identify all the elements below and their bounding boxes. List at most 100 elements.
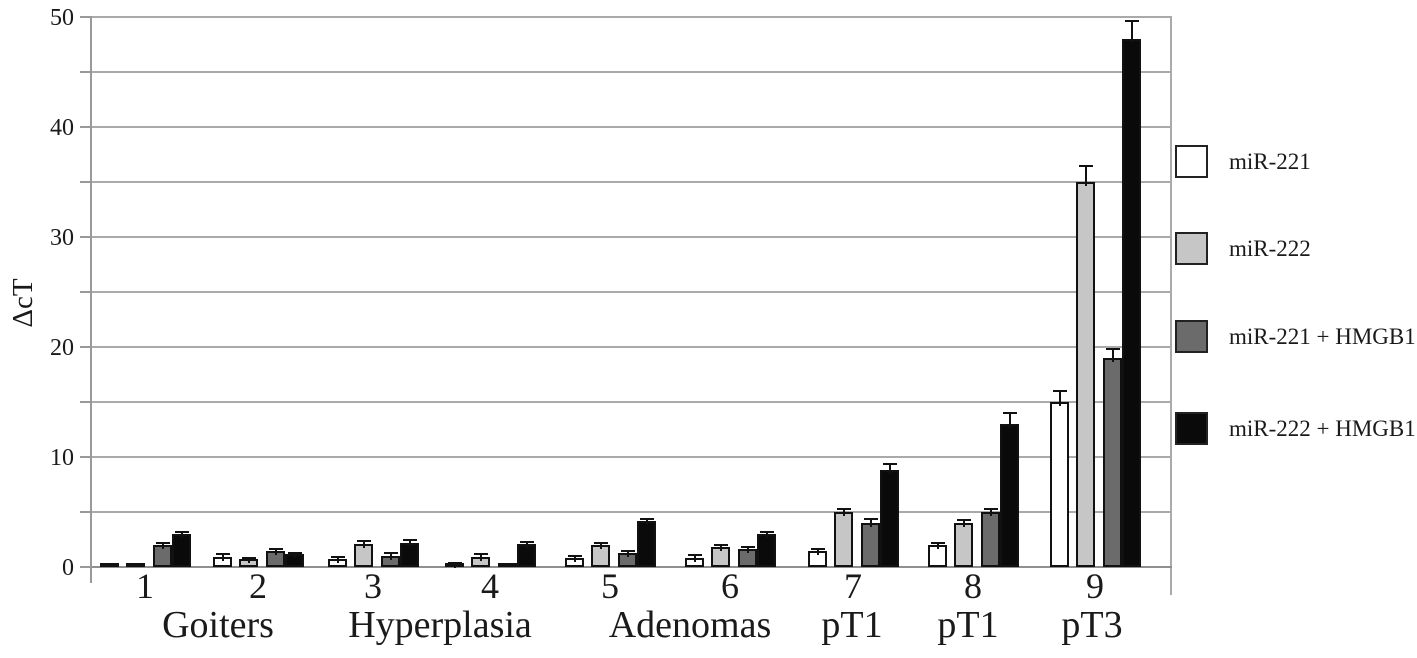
bar [100,563,119,567]
y-axis-line [90,16,92,583]
bar [637,520,656,567]
error-bar [962,519,965,527]
y-tick [80,346,92,348]
error-bar [816,548,819,555]
y-tick-label: 40 [50,115,74,141]
error-bar [247,557,250,564]
y-tick [80,456,92,458]
error-bar-cap [810,547,825,550]
legend-swatch [1175,412,1208,445]
legend-swatch [1175,320,1208,353]
legend-item: miR-222 [1175,232,1311,265]
bar [1050,402,1069,567]
error-bar [362,541,365,548]
error-bar [869,519,872,527]
error-bar [525,541,528,548]
legend-swatch [1175,145,1208,178]
bar [981,512,1000,567]
bar [1000,424,1019,567]
legend-item: miR-222 + HMGB1 [1175,412,1416,445]
error-bar-cap [1105,348,1120,351]
error-bar [1084,165,1087,186]
error-bar-cap [215,553,230,556]
error-bar [180,531,183,538]
y-tick [80,181,92,183]
x-tick-label: 5 [601,566,619,606]
bar [861,523,880,567]
category-group-label: Adenomas [608,604,772,646]
bar [172,534,191,567]
bar [834,512,853,567]
category-group-label: pT1 [821,604,883,646]
error-bar [765,531,768,538]
x-tick-label: 3 [364,566,382,606]
error-bar-cap [740,546,755,549]
x-tick-label: 4 [481,566,499,606]
legend-label: miR-221 [1229,149,1311,174]
error-bar-cap [519,540,534,543]
error-bar [453,562,456,568]
error-bar-cap [863,518,878,521]
error-bar-cap [567,555,582,557]
legend-label: miR-221 + HMGB1 [1229,324,1416,349]
error-bar-cap [155,542,170,545]
error-bar-cap [402,539,417,542]
error-bar [1058,391,1061,406]
error-bar-cap [836,507,851,510]
legend-item: miR-221 + HMGB1 [1175,320,1416,353]
y-tick [80,236,92,238]
gridline [92,236,1172,238]
error-bar [389,552,392,560]
error-bar [161,543,164,549]
legend: miR-221 miR-222 miR-221 + HMGB1 miR-222 + H… [1175,145,1417,455]
error-bar [888,463,891,475]
gridline [92,126,1172,128]
x-tick-label: 6 [721,566,739,606]
error-bar-cap [956,518,971,521]
x-axis-line [82,566,1172,568]
legend-label: miR-222 [1229,236,1311,261]
error-bar-cap [620,550,635,553]
error-bar-cap [174,530,189,533]
error-bar-cap [330,556,345,559]
error-bar-cap [983,507,998,510]
y-tick-label: 10 [50,445,74,471]
error-bar-cap [759,530,774,533]
error-bar [842,508,845,516]
gridline [92,291,1172,293]
x-tick-label: 1 [136,566,154,606]
error-bar [293,552,296,558]
bar [498,563,517,567]
bar [126,563,145,567]
error-bar [274,549,277,555]
legend-swatch [1175,232,1208,265]
error-bar-cap [1124,20,1139,23]
error-bar [573,556,576,563]
error-bar-cap [473,553,488,556]
error-bar [989,508,992,516]
right-border-line [1170,16,1172,595]
y-tick-label: 30 [50,225,74,251]
error-bar-cap [713,544,728,546]
y-tick [80,71,92,73]
error-bar [479,554,482,562]
legend-label: miR-222 + HMGB1 [1229,416,1416,441]
error-bar-cap [1078,164,1093,167]
x-tick-label: 9 [1086,566,1104,606]
bar [1103,358,1122,567]
gridline [92,71,1172,73]
error-bar-cap [882,462,897,465]
y-tick-label: 50 [50,5,74,31]
y-tick-label: 20 [50,335,74,361]
error-bar-cap [1002,412,1017,414]
gridline [92,456,1172,458]
plot-area: 0 10 20 30 40 50 1 2 3 4 5 6 7 8 9 Goiters Hyperplasia Ad… [50,6,1172,645]
category-group-label: Goiters [162,604,274,646]
error-bar [626,551,629,557]
error-bar [746,547,749,554]
gridline [92,346,1172,348]
error-bar-cap [356,540,371,543]
x-tick-label: 2 [249,566,267,606]
error-bar [599,542,602,549]
